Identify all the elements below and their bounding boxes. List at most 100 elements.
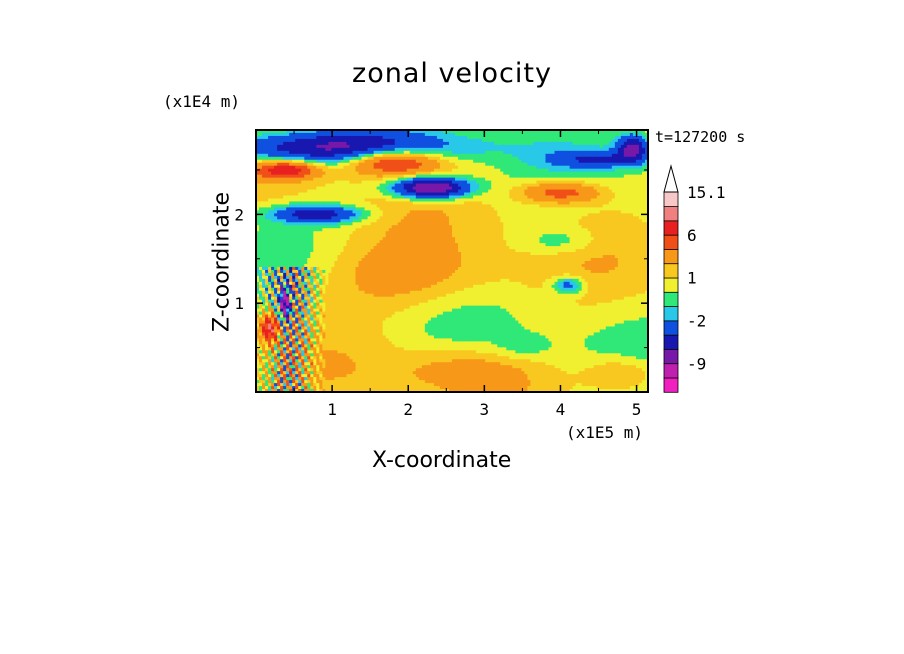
contour-cell: [349, 189, 354, 194]
contour-cell: [545, 135, 550, 140]
contour-cell: [415, 135, 420, 140]
contour-cell: [379, 171, 384, 176]
contour-cell: [638, 240, 643, 244]
contour-cell: [545, 189, 550, 194]
contour-cell: [641, 180, 646, 185]
contour-cell: [340, 130, 345, 134]
contour-cell: [379, 150, 384, 155]
contour-cell: [442, 150, 447, 155]
contour-cell: [479, 216, 483, 220]
contour-cell: [500, 186, 504, 191]
contour-cell: [545, 144, 550, 149]
contour-cell: [479, 228, 483, 232]
contour-cell: [548, 147, 553, 152]
contour-cell: [560, 174, 565, 179]
contour-cell: [491, 130, 495, 134]
contour-cell: [572, 141, 577, 146]
contour-cell: [608, 135, 613, 140]
contour-cell: [358, 207, 363, 211]
contour-cell: [334, 144, 339, 149]
contour-cell: [445, 225, 450, 229]
contour-cell: [596, 147, 601, 152]
contour-cell: [560, 165, 565, 170]
contour-cell: [307, 165, 311, 170]
contour-cell: [617, 177, 622, 182]
contour-cell: [638, 207, 643, 211]
contour-cell: [626, 180, 631, 185]
contour-cell: [403, 210, 408, 214]
contour-cell: [515, 225, 519, 229]
contour-cell: [596, 234, 601, 238]
contour-cell: [364, 204, 369, 209]
contour-cell: [316, 141, 320, 146]
contour-cell: [599, 183, 604, 188]
contour-cell: [629, 141, 634, 146]
contour-cell: [638, 210, 643, 214]
contour-cell: [397, 201, 402, 206]
contour-cell: [433, 219, 438, 223]
contour-cell: [298, 144, 302, 149]
contour-cell: [283, 225, 287, 229]
contour-cell: [557, 180, 562, 185]
contour-cell: [551, 186, 556, 191]
contour-cell: [367, 186, 372, 191]
contour-cell: [268, 183, 272, 188]
contour-cell: [629, 174, 634, 179]
contour-cell: [566, 219, 571, 223]
contour-cell: [343, 180, 348, 185]
contour-cell: [289, 135, 293, 140]
contour-cell: [494, 141, 498, 146]
contour-cell: [455, 150, 459, 155]
contour-cell: [352, 213, 357, 217]
contour-cell: [626, 216, 631, 220]
contour-cell: [611, 171, 616, 176]
contour-cell: [289, 159, 293, 164]
contour-cell: [400, 138, 405, 143]
contour-cell: [485, 150, 489, 155]
contour-cell: [379, 168, 384, 173]
contour-cell: [274, 192, 278, 197]
contour-cell: [497, 153, 501, 158]
contour-cell: [340, 195, 345, 200]
contour-cell: [442, 177, 447, 182]
contour-cell: [587, 195, 592, 200]
contour-cell: [292, 141, 296, 146]
contour-cell: [464, 147, 468, 152]
contour-cell: [587, 189, 592, 194]
contour-cell: [506, 195, 510, 200]
contour-cell: [485, 240, 489, 244]
contour-cell: [545, 141, 550, 146]
contour-cell: [385, 189, 390, 194]
contour-cell: [352, 201, 357, 206]
contour-cell: [310, 189, 314, 194]
contour-cell: [334, 198, 339, 203]
contour-cell: [602, 219, 607, 223]
contour-cell: [352, 147, 357, 152]
contour-cell: [283, 231, 287, 235]
contour-cell: [458, 228, 462, 232]
contour-cell: [352, 204, 357, 209]
contour-cell: [439, 195, 444, 200]
contour-cell: [590, 198, 595, 203]
contour-cell: [458, 177, 462, 182]
contour-cell: [557, 198, 562, 203]
contour-cell: [322, 135, 326, 140]
contour-cell: [382, 168, 387, 173]
contour-cell: [560, 228, 565, 232]
contour-cell: [584, 186, 589, 191]
contour-cell: [316, 162, 320, 167]
contour-cell: [524, 156, 528, 161]
contour-cell: [611, 183, 616, 188]
contour-cell: [488, 174, 492, 179]
contour-cell: [268, 147, 272, 152]
contour-cell: [620, 186, 625, 191]
contour-cell: [370, 198, 375, 203]
contour-cell: [599, 150, 604, 155]
contour-cell: [638, 201, 643, 206]
contour-cell: [256, 207, 260, 211]
contour-cell: [352, 222, 357, 226]
contour-cell: [488, 147, 492, 152]
contour-cell: [464, 165, 468, 170]
contour-cell: [599, 219, 604, 223]
contour-cell: [581, 177, 586, 182]
